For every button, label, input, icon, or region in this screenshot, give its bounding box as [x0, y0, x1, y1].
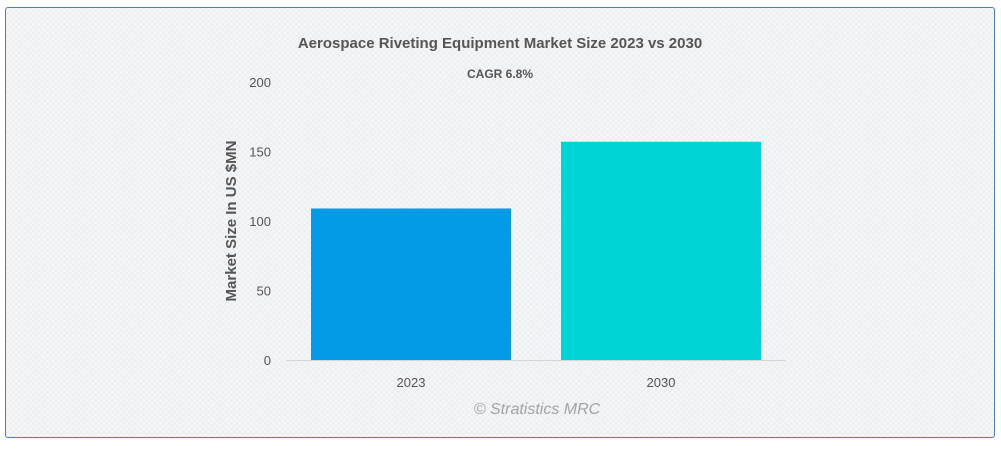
chart-title: Aerospace Riveting Equipment Market Size… — [298, 35, 702, 52]
x-tick-label: 2023 — [397, 375, 426, 390]
y-tick-label: 0 — [264, 353, 271, 368]
bar-2023[interactable] — [311, 208, 511, 360]
x-tick-label: 2030 — [647, 375, 676, 390]
x-axis-ticks: 2023 2030 — [397, 375, 676, 390]
y-tick-label: 150 — [249, 145, 271, 160]
y-axis-label: Market Size In US $MN — [223, 141, 240, 302]
watermark: © Stratistics MRC — [474, 401, 601, 418]
y-tick-label: 50 — [257, 284, 271, 299]
y-tick-label: 200 — [249, 75, 271, 90]
y-tick-label: 100 — [249, 214, 271, 229]
y-axis-ticks: 0 50 100 150 200 — [249, 75, 271, 368]
bar-series — [311, 141, 761, 360]
bar-2030[interactable] — [561, 141, 761, 360]
chart-subtitle: CAGR 6.8% — [467, 67, 533, 81]
